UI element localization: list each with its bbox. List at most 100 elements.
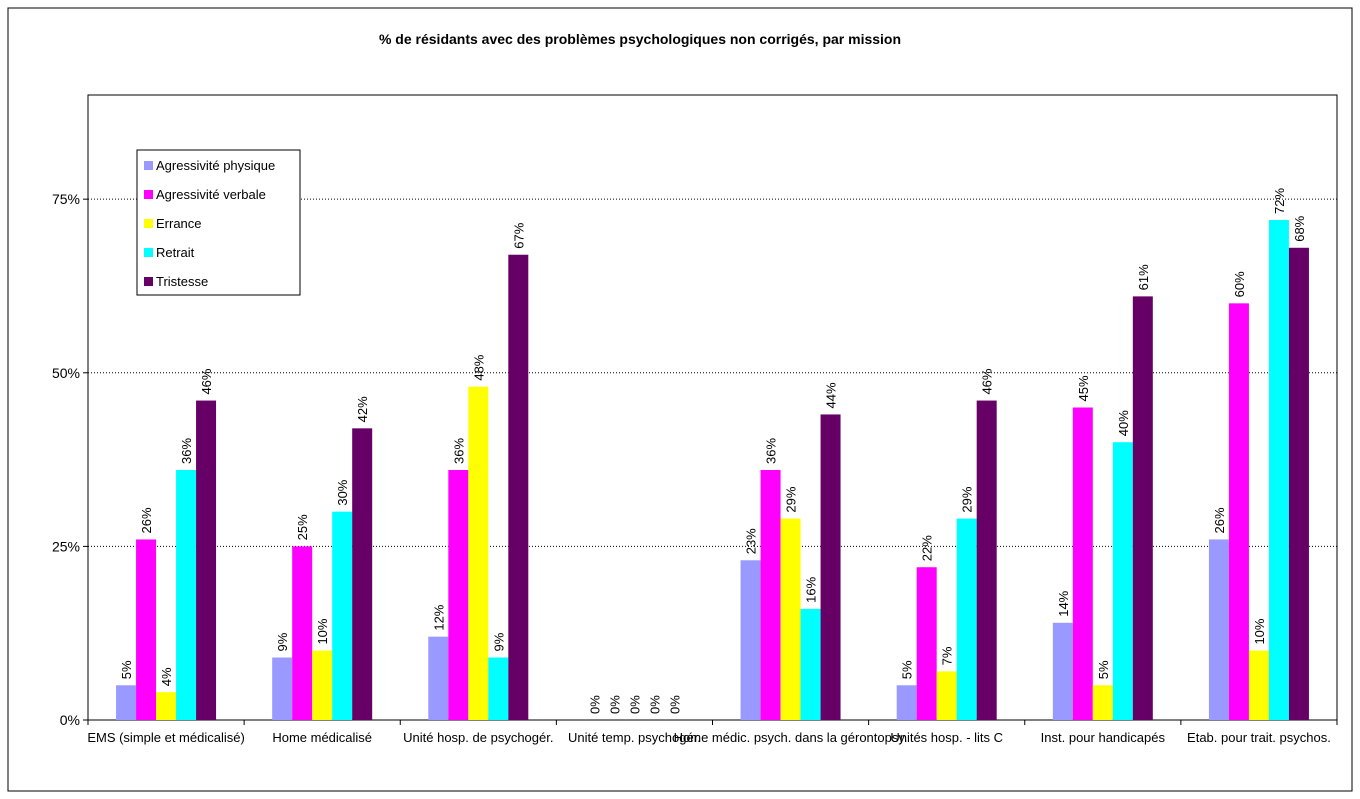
x-tick-label: Unité hosp. de psychogér. — [403, 730, 553, 745]
x-tick-label: Etab. pour trait. psychos. — [1187, 730, 1331, 745]
value-label: 9% — [275, 632, 290, 651]
value-label: 0% — [647, 695, 662, 714]
value-label: 0% — [607, 695, 622, 714]
x-tick-label: EMS (simple et médicalisé) — [87, 730, 245, 745]
value-label: 60% — [1232, 271, 1247, 297]
legend-box — [136, 149, 301, 296]
value-label: 36% — [764, 438, 779, 464]
legend-swatch — [144, 248, 153, 257]
value-label: 48% — [471, 354, 486, 380]
legend-label: Tristesse — [156, 274, 208, 289]
value-label: 0% — [667, 695, 682, 714]
bar — [176, 470, 197, 720]
value-label: 44% — [824, 382, 839, 408]
value-label: 61% — [1136, 264, 1151, 290]
x-tick-label: Home médicalisé — [272, 730, 372, 745]
value-label: 22% — [920, 535, 935, 561]
bar — [136, 539, 157, 720]
bar — [312, 650, 333, 720]
value-label: 7% — [940, 646, 955, 665]
bar — [1052, 622, 1073, 720]
value-label: 26% — [1212, 507, 1227, 533]
y-tick-label: 50% — [52, 365, 80, 381]
legend-label: Errance — [156, 216, 202, 231]
bar — [156, 692, 177, 720]
bar — [116, 685, 137, 720]
bar — [820, 414, 841, 720]
bar — [1208, 539, 1229, 720]
bar — [196, 400, 217, 720]
bar — [332, 511, 353, 720]
bar — [1288, 247, 1309, 720]
legend-swatch — [144, 277, 153, 286]
value-label: 0% — [627, 695, 642, 714]
bar — [740, 560, 761, 720]
legend-swatch — [144, 190, 153, 199]
value-label: 40% — [1116, 410, 1131, 436]
bar — [292, 546, 313, 720]
bar — [352, 428, 373, 720]
value-label: 9% — [491, 632, 506, 651]
bar — [1112, 442, 1133, 720]
value-label: 42% — [355, 396, 370, 422]
legend-swatch — [144, 219, 153, 228]
chart-title: % de résidants avec des problèmes psycho… — [379, 31, 901, 47]
bar — [976, 400, 997, 720]
bar — [780, 518, 801, 720]
bar — [428, 636, 449, 720]
bar — [1092, 685, 1113, 720]
value-label: 5% — [1096, 660, 1111, 679]
bar — [956, 518, 977, 720]
value-label: 25% — [295, 514, 310, 540]
bar — [508, 254, 529, 720]
value-label: 46% — [980, 368, 995, 394]
x-tick-label: Unités hosp. - lits C — [890, 730, 1003, 745]
bar — [1072, 407, 1093, 720]
bar — [1248, 650, 1269, 720]
value-label: 29% — [784, 486, 799, 512]
bar — [1268, 220, 1289, 720]
value-label: 29% — [960, 486, 975, 512]
bar — [488, 657, 509, 720]
value-label: 10% — [315, 618, 330, 644]
x-tick-label: Home médic. psych. dans la gérontopsy. — [674, 730, 908, 745]
bar — [448, 470, 469, 720]
y-tick-label: 75% — [52, 191, 80, 207]
value-label: 5% — [900, 660, 915, 679]
value-label: 72% — [1272, 188, 1287, 214]
x-tick-label: Unité temp. psychogér. — [568, 730, 701, 745]
value-label: 12% — [431, 604, 446, 630]
value-label: 16% — [804, 576, 819, 602]
y-tick-label: 0% — [60, 712, 80, 728]
x-tick-label: Inst. pour handicapés — [1041, 730, 1166, 745]
y-tick-label: 25% — [52, 538, 80, 554]
legend-label: Agressivité physique — [156, 158, 275, 173]
legend-label: Agressivité verbale — [156, 187, 266, 202]
bar — [896, 685, 917, 720]
value-label: 5% — [119, 660, 134, 679]
bar — [800, 608, 821, 720]
value-label: 26% — [139, 507, 154, 533]
bar — [468, 386, 489, 720]
value-label: 23% — [744, 528, 759, 554]
bar — [272, 657, 293, 720]
value-label: 0% — [587, 695, 602, 714]
bar — [936, 671, 957, 720]
legend-swatch — [144, 161, 153, 170]
value-label: 45% — [1076, 375, 1091, 401]
value-label: 68% — [1292, 215, 1307, 241]
value-label: 67% — [511, 222, 526, 248]
value-label: 46% — [199, 368, 214, 394]
bar — [916, 567, 937, 720]
value-label: 4% — [159, 667, 174, 686]
bar — [760, 470, 781, 720]
bar — [1132, 296, 1153, 720]
value-label: 36% — [179, 438, 194, 464]
value-label: 36% — [451, 438, 466, 464]
bar — [1228, 303, 1249, 720]
value-label: 14% — [1056, 590, 1071, 616]
value-label: 30% — [335, 479, 350, 505]
value-label: 10% — [1252, 618, 1267, 644]
legend-label: Retrait — [156, 245, 195, 260]
